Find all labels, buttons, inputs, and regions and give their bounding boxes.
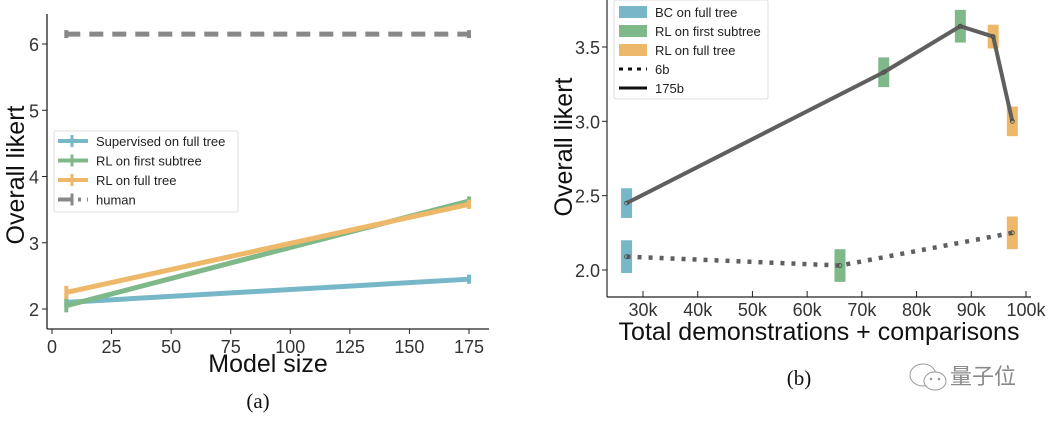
panel-b-y-tick-label: 2.0 bbox=[575, 261, 600, 281]
panel-a-chart: 0 25 50 75 100 125 150 175 2 3 4 5 6 Model size Over… bbox=[2, 14, 489, 413]
panel-b-point-marker bbox=[837, 263, 843, 268]
panel-b-x-tick-label: 40k bbox=[683, 300, 713, 320]
panel-a-y-tick-label: 4 bbox=[29, 168, 39, 188]
panel-b-point-marker bbox=[957, 23, 963, 29]
panel-b-x-tick-label: 90k bbox=[957, 300, 987, 320]
panel-b-legend-label: RL on first subtree bbox=[655, 24, 761, 39]
watermark: 量子位 bbox=[909, 363, 1016, 391]
panel-a-y-tick-label: 2 bbox=[29, 300, 39, 320]
panel-b-series-line-175b bbox=[625, 24, 1015, 205]
panel-a-caption: (a) bbox=[246, 389, 269, 413]
panel-a-legend-box bbox=[53, 130, 239, 213]
panel-b-point-marker bbox=[1009, 118, 1015, 124]
panel-b-point-marker bbox=[624, 200, 629, 206]
panel-a-series-line-supervised-on-full-tree bbox=[66, 276, 470, 305]
panel-a-series-line-rl-on-full-tree bbox=[65, 201, 470, 295]
panel-b-x-tick-label: 80k bbox=[902, 300, 932, 320]
panel-a-legend-label: Supervised on full tree bbox=[96, 134, 225, 149]
panel-a-x-tick-label: 125 bbox=[335, 337, 365, 357]
wechat-icon bbox=[909, 363, 947, 391]
panel-b-x-tick-label: 30k bbox=[628, 300, 658, 320]
panel-b-legend-box bbox=[613, 0, 769, 100]
panel-b-x-tick-label: 50k bbox=[738, 300, 768, 320]
panel-b-chart: 30k 40k 50k 60k 70k 80k 90k 100k 2.0 2.5 3.0 3.5 To… bbox=[550, 0, 1047, 390]
watermark-text: 量子位 bbox=[950, 365, 1016, 390]
panel-a-x-tick-label: 175 bbox=[454, 337, 484, 357]
panel-b-legend-label: BC on full tree bbox=[655, 5, 737, 20]
panel-b-legend-label: 6b bbox=[655, 62, 669, 77]
panel-b-x-tick-label: 60k bbox=[793, 300, 823, 320]
panel-b-y-tick-label: 3.5 bbox=[575, 38, 600, 58]
panel-b-x-tick-label: 70k bbox=[847, 300, 877, 320]
panel-a-x-tick-label: 100 bbox=[275, 337, 305, 357]
panel-b-series-line-6b bbox=[626, 230, 1013, 268]
panel-a-x-tick-label: 150 bbox=[394, 337, 424, 357]
panel-a-x-tick-label: 0 bbox=[47, 337, 57, 357]
panel-b-legend-patch bbox=[619, 6, 647, 18]
panel-b-error-patch bbox=[621, 240, 633, 273]
panel-b-x-tick-label: 100k bbox=[1006, 300, 1046, 320]
panel-a-y-tick-label: 3 bbox=[29, 234, 39, 254]
panel-b-legend-label: 175b bbox=[655, 81, 684, 96]
panel-a-legend-label: human bbox=[96, 193, 136, 208]
panel-a-y-axis-title: Overall likert bbox=[2, 105, 30, 244]
panel-b-x-axis-title: Total demonstrations + comparisons bbox=[619, 318, 1020, 346]
panel-a-x-tick-label: 25 bbox=[102, 337, 122, 357]
panel-b-y-tick-label: 3.0 bbox=[575, 112, 600, 132]
panel-b-point-marker bbox=[881, 69, 887, 75]
panel-a-x-tick-label: 75 bbox=[221, 337, 241, 357]
panel-b-caption: (b) bbox=[787, 366, 812, 390]
panel-b-legend-label: RL on full tree bbox=[655, 43, 735, 58]
panel-a-legend-label: RL on first subtree bbox=[96, 154, 202, 169]
panel-b-point-marker bbox=[1009, 230, 1015, 236]
panel-a-x-axis-title: Model size bbox=[208, 350, 328, 378]
panel-a-legend-label: RL on full tree bbox=[96, 173, 176, 188]
panel-b-y-tick-label: 2.5 bbox=[575, 187, 600, 207]
panel-b-legend: BC on full tree RL on first subtree RL on … bbox=[613, 0, 769, 100]
panel-a-legend: Supervised on full tree RL on first subtr… bbox=[53, 130, 239, 213]
panel-b-error-patch bbox=[834, 249, 846, 282]
panel-b-point-marker bbox=[624, 254, 629, 260]
panel-a-x-tick-label: 50 bbox=[161, 337, 181, 357]
panel-b-y-axis-title: Overall likert bbox=[550, 77, 578, 216]
panel-b-point-marker bbox=[990, 34, 996, 39]
panel-b-legend-patch bbox=[619, 25, 647, 37]
panel-a-y-tick-label: 6 bbox=[29, 35, 39, 55]
panel-b-legend-patch bbox=[619, 44, 647, 56]
panel-a-y-tick-label: 5 bbox=[29, 101, 39, 121]
